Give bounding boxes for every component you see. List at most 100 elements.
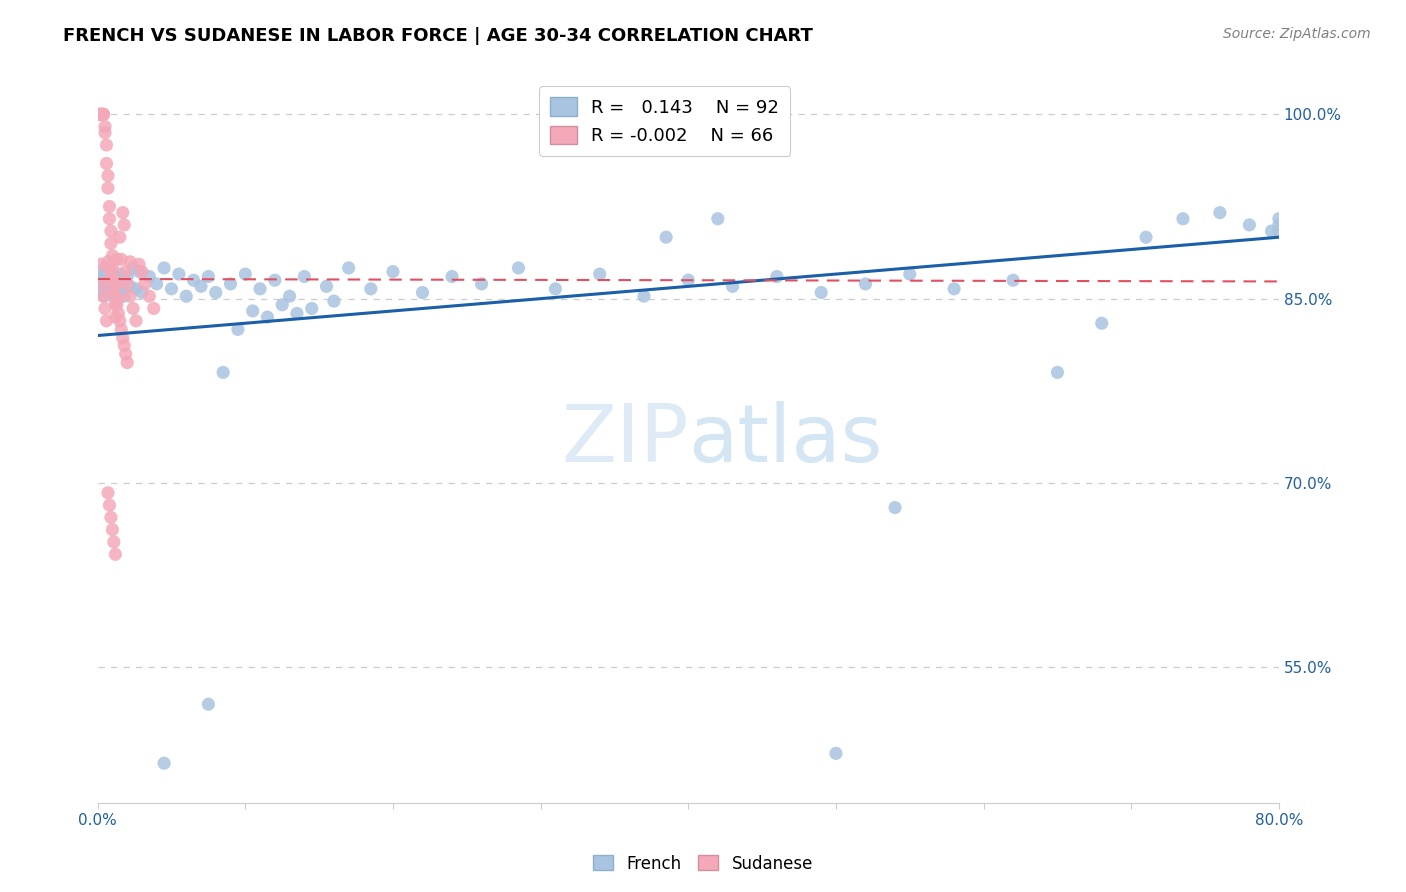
Point [120,289,142,303]
Point [301,301,323,316]
Point [1260,224,1282,238]
Point [105,252,128,267]
Point [884,500,907,515]
Point [1135,230,1157,244]
Point [160,282,183,296]
Point [93,289,115,303]
Point [105,277,128,291]
Point [108,314,131,328]
Point [337,260,360,275]
Point [110,252,132,267]
Point [111,273,134,287]
Point [96,265,118,279]
Point [101,289,124,303]
Point [1209,205,1232,219]
Legend: R =   0.143    N = 92, R = -0.002    N = 66: R = 0.143 N = 92, R = -0.002 N = 66 [538,87,790,156]
Point [898,267,921,281]
Point [115,277,138,291]
Point [142,301,165,316]
Point [105,285,128,300]
Point [1046,365,1069,379]
Point [315,279,337,293]
Point [98,498,121,512]
Point [145,277,167,291]
Point [90,107,112,121]
Point [226,322,249,336]
Point [98,199,121,213]
Point [1091,316,1114,330]
Point [96,156,118,170]
Point [381,265,404,279]
Point [1002,273,1025,287]
Point [105,298,128,312]
Point [441,269,464,284]
Point [97,269,120,284]
Point [100,282,122,296]
Point [98,277,121,291]
Point [101,523,124,537]
Point [101,249,124,263]
Point [678,273,700,287]
Point [1268,224,1291,238]
Point [589,267,612,281]
Point [100,267,122,281]
Point [197,269,219,284]
Point [263,273,285,287]
Point [97,485,120,500]
Point [655,230,678,244]
Point [1268,218,1291,232]
Point [233,267,256,281]
Point [100,267,122,281]
Point [107,277,129,291]
Point [197,697,219,711]
Point [104,298,127,312]
Point [1239,218,1261,232]
Point [91,277,114,291]
Point [108,230,131,244]
Point [112,218,135,232]
Point [125,314,148,328]
Point [101,260,124,275]
Point [111,205,134,219]
Point [115,269,138,284]
Point [100,224,122,238]
Point [98,260,121,275]
Point [120,279,142,293]
Point [471,277,494,291]
Point [125,282,148,296]
Text: ZIP: ZIP [561,401,689,479]
Point [128,257,150,271]
Point [97,181,120,195]
Point [153,260,176,275]
Point [292,269,315,284]
Point [256,310,278,324]
Point [271,298,294,312]
Point [810,285,832,300]
Point [285,306,308,320]
Point [411,285,433,300]
Point [544,282,567,296]
Point [122,260,145,275]
Point [108,267,131,281]
Point [131,265,153,279]
Point [1171,211,1194,226]
Point [101,273,124,287]
Point [101,273,124,287]
Point [91,273,114,287]
Point [131,285,153,300]
Point [91,107,114,121]
Point [90,257,112,271]
Point [107,292,129,306]
Point [93,289,115,303]
Point [508,260,530,275]
Point [242,304,264,318]
Point [766,269,789,284]
Point [190,279,212,293]
Point [134,277,156,291]
Point [97,254,120,268]
Point [855,277,877,291]
Point [183,273,205,287]
Point [93,107,115,121]
Point [167,267,190,281]
Point [90,277,112,291]
